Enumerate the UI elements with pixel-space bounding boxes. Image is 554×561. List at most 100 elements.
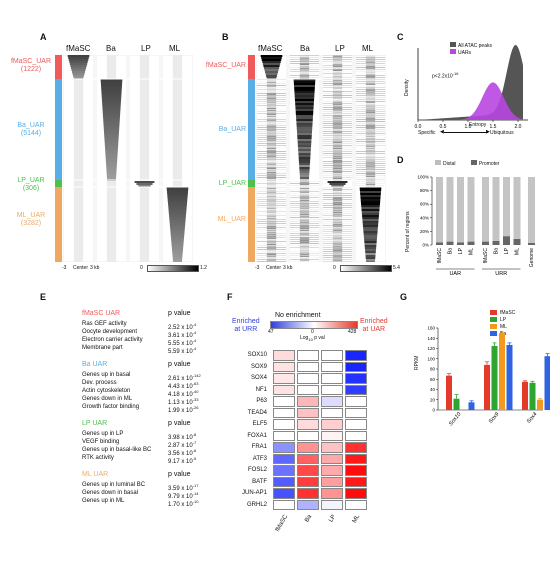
tf-cell xyxy=(321,373,343,384)
tf-cell xyxy=(345,499,367,510)
x-tick-label-c: 0.0 xyxy=(415,124,422,130)
heat-cell xyxy=(172,149,183,151)
tf-cell xyxy=(297,419,319,430)
heat-noise xyxy=(356,135,385,136)
bar-label-d: ML xyxy=(469,248,475,255)
heat-noise xyxy=(257,219,286,220)
heat-cell xyxy=(73,83,84,85)
heat-noise xyxy=(356,159,385,160)
heat-cell xyxy=(172,169,183,171)
tf-cell xyxy=(297,430,319,441)
legend-distal: Distal xyxy=(443,161,456,167)
heat-noise xyxy=(323,221,352,222)
heat-noise xyxy=(257,157,286,158)
bar-distal-2 xyxy=(457,177,464,243)
heat-cell xyxy=(266,77,277,79)
y-tick-label-g: 160 xyxy=(427,326,435,331)
heat-noise xyxy=(257,235,286,236)
heat-noise xyxy=(323,115,352,116)
heat-noise xyxy=(356,77,385,78)
heat-cell xyxy=(172,117,183,119)
heat-noise xyxy=(323,161,352,162)
heat-cell xyxy=(299,167,310,169)
heat-cell xyxy=(297,141,312,143)
heat-noise xyxy=(356,95,385,96)
heat-cell xyxy=(139,191,150,193)
heat-cell xyxy=(139,171,150,173)
heat-noise xyxy=(356,101,385,102)
heat-noise xyxy=(257,129,286,130)
bar-distal-7 xyxy=(513,177,521,239)
heat-noise xyxy=(290,191,319,192)
heat-cell xyxy=(139,249,150,251)
tf-label: FRA1 xyxy=(251,444,267,450)
bar-chart-d: 0% 20% 40% 60% 80% 100% fMaSC Ba LP ML fMaSC Ba LP ML… xyxy=(417,175,535,275)
heat-noise xyxy=(323,171,352,172)
xlabel-c: Entropy xyxy=(469,122,487,128)
heat-noise xyxy=(290,189,319,190)
heat-noise xyxy=(257,217,286,218)
tf-cell xyxy=(273,350,295,361)
heat-cell xyxy=(139,197,150,199)
heat-noise xyxy=(290,199,319,200)
heat-noise xyxy=(356,147,385,148)
heat-noise xyxy=(257,203,286,204)
heat-cell xyxy=(73,171,84,173)
heat-cell xyxy=(296,129,313,131)
heat-cell xyxy=(106,251,117,253)
go-term-pvalue: 5.55 x 10-4 xyxy=(168,338,197,347)
heat-cell xyxy=(103,127,120,129)
heat-noise xyxy=(323,133,352,134)
go-term-pvalue: 9.79 x 10-14 xyxy=(168,491,199,500)
go-section-header: ML UAR p value xyxy=(82,471,222,480)
heat-noise xyxy=(290,71,319,72)
scale-caption-f: Log10 p val xyxy=(300,335,325,342)
heat-noise xyxy=(323,59,352,60)
heat-cell xyxy=(172,113,183,115)
heat-cell xyxy=(139,157,150,159)
heat-noise xyxy=(257,231,286,232)
heat-cell xyxy=(365,255,376,257)
tf-cell xyxy=(297,499,319,510)
tf-label: GRHL2 xyxy=(246,501,267,508)
heat-cell xyxy=(172,83,183,85)
tf-cell xyxy=(321,396,343,407)
heat-noise xyxy=(323,177,352,178)
heat-cell xyxy=(106,185,117,187)
heat-cell xyxy=(172,175,183,177)
heat-noise xyxy=(257,93,286,94)
heat-cell xyxy=(139,227,150,229)
heat-cell xyxy=(298,159,311,161)
tf-col-label: LP xyxy=(328,514,338,524)
heat-noise xyxy=(356,171,385,172)
scale-min-a: 0 xyxy=(140,265,143,271)
heat-cell xyxy=(364,241,377,243)
heat-noise xyxy=(356,157,385,158)
heat-noise xyxy=(323,107,352,108)
heat-cell xyxy=(139,241,150,243)
heat-cell xyxy=(171,241,184,243)
heat-cell xyxy=(169,225,186,227)
heat-cell xyxy=(73,261,84,262)
heat-noise xyxy=(257,189,286,190)
heat-cell xyxy=(139,153,150,155)
heat-noise xyxy=(356,141,385,142)
y-tick-label-d: 100% xyxy=(417,175,429,180)
panel-label-a: A xyxy=(40,32,47,42)
heat-cell xyxy=(106,231,117,233)
heat-cell xyxy=(172,173,183,175)
bar-distal-3 xyxy=(467,177,475,242)
y-tick-label-g: 20 xyxy=(430,397,436,402)
heat-cell xyxy=(73,259,84,261)
tf-cell xyxy=(297,350,319,361)
heat-noise xyxy=(257,105,286,106)
heat-cell xyxy=(106,183,117,185)
heat-cell xyxy=(139,199,150,201)
heat-cell xyxy=(362,225,379,227)
heat-cell xyxy=(73,233,84,235)
heat-cell xyxy=(73,193,84,195)
heat-cell xyxy=(297,131,312,133)
heat-cell xyxy=(296,121,313,123)
group-color-bar-b xyxy=(248,55,255,262)
scale-left-f: 47 xyxy=(268,329,274,335)
